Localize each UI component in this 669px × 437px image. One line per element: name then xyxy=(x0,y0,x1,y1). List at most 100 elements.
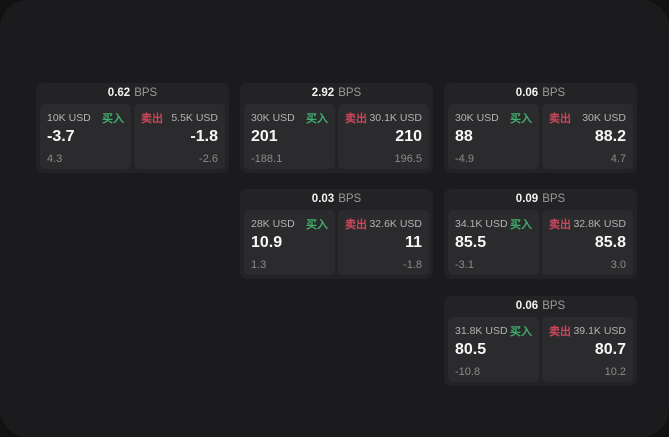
sell-panel[interactable]: 卖出 32.6K USD 11 -1.8 xyxy=(338,210,429,275)
sell-panel[interactable]: 卖出 30.1K USD 210 196.5 xyxy=(338,104,429,169)
sell-change: 4.7 xyxy=(610,152,626,165)
buy-tag: 买入 xyxy=(510,113,532,125)
buy-panel-header: 30K USD 买入 xyxy=(251,110,328,126)
buy-panel[interactable]: 31.8K USD 买入 80.5 -10.8 xyxy=(448,317,539,382)
card-panels: 34.1K USD 买入 85.5 -3.1 卖出 32.8K USD 85.8… xyxy=(444,210,637,279)
sell-price: -1.8 xyxy=(190,128,218,145)
bps-value: 0.03 xyxy=(311,193,335,205)
buy-price: 85.5 xyxy=(455,234,487,251)
sell-tag: 卖出 xyxy=(345,219,367,231)
sell-tag: 卖出 xyxy=(549,113,571,125)
sell-amount-label: 32.8K USD xyxy=(573,218,626,230)
card-header: 0.62 BPS xyxy=(36,83,229,104)
buy-panel[interactable]: 30K USD 买入 88 -4.9 xyxy=(448,104,539,169)
sell-change: -2.6 xyxy=(199,152,218,165)
card-panels: 28K USD 买入 10.9 1.3 卖出 32.6K USD 11 -1.8 xyxy=(240,210,433,279)
price-card: 0.06 BPS 30K USD 买入 88 -4.9 卖出 30K USD 8… xyxy=(444,83,637,173)
sell-change: 196.5 xyxy=(394,152,422,165)
buy-tag: 买入 xyxy=(306,219,328,231)
bps-unit: BPS xyxy=(134,87,158,99)
buy-price: 201 xyxy=(251,128,278,145)
bps-unit: BPS xyxy=(542,193,566,205)
buy-amount-label: 30K USD xyxy=(455,112,499,124)
price-card: 0.09 BPS 34.1K USD 买入 85.5 -3.1 卖出 32.8K… xyxy=(444,189,637,279)
sell-panel[interactable]: 卖出 39.1K USD 80.7 10.2 xyxy=(542,317,633,382)
card-panels: 30K USD 买入 201 -188.1 卖出 30.1K USD 210 1… xyxy=(240,104,433,173)
buy-panel-header: 28K USD 买入 xyxy=(251,216,328,232)
buy-panel[interactable]: 30K USD 买入 201 -188.1 xyxy=(244,104,335,169)
buy-tag: 买入 xyxy=(306,113,328,125)
buy-change: -4.9 xyxy=(455,152,474,165)
card-panels: 31.8K USD 买入 80.5 -10.8 卖出 39.1K USD 80.… xyxy=(444,317,637,386)
bps-value: 0.62 xyxy=(107,87,131,99)
buy-price: 10.9 xyxy=(251,234,283,251)
buy-change: 1.3 xyxy=(251,258,267,271)
sell-tag: 卖出 xyxy=(345,113,367,125)
buy-price: 88 xyxy=(455,128,473,145)
bps-unit: BPS xyxy=(542,300,566,312)
buy-amount-label: 28K USD xyxy=(251,218,295,230)
buy-panel[interactable]: 28K USD 买入 10.9 1.3 xyxy=(244,210,335,275)
buy-tag: 买入 xyxy=(102,113,124,125)
buy-tag: 买入 xyxy=(510,326,532,338)
sell-tag: 卖出 xyxy=(141,113,163,125)
price-card: 2.92 BPS 30K USD 买入 201 -188.1 卖出 30.1K … xyxy=(240,83,433,173)
card-panels: 30K USD 买入 88 -4.9 卖出 30K USD 88.2 4.7 xyxy=(444,104,637,173)
bps-unit: BPS xyxy=(338,87,362,99)
buy-panel-header: 30K USD 买入 xyxy=(455,110,532,126)
buy-panel-header: 34.1K USD 买入 xyxy=(455,216,532,232)
sell-change: 3.0 xyxy=(610,258,626,271)
sell-price: 11 xyxy=(405,234,422,251)
price-card: 0.06 BPS 31.8K USD 买入 80.5 -10.8 卖出 39.1… xyxy=(444,296,637,386)
bps-value: 0.06 xyxy=(515,87,539,99)
buy-price: -3.7 xyxy=(47,128,75,145)
sell-change: 10.2 xyxy=(604,365,626,378)
sell-price: 210 xyxy=(395,128,422,145)
buy-amount-label: 10K USD xyxy=(47,112,91,124)
buy-price: 80.5 xyxy=(455,341,487,358)
card-panels: 10K USD 买入 -3.7 4.3 卖出 5.5K USD -1.8 -2.… xyxy=(36,104,229,173)
buy-amount-label: 31.8K USD xyxy=(455,325,508,337)
sell-panel-header: 卖出 32.6K USD xyxy=(345,216,422,232)
sell-panel-header: 卖出 39.1K USD xyxy=(549,323,626,339)
sell-panel-header: 卖出 30K USD xyxy=(549,110,626,126)
sell-amount-label: 39.1K USD xyxy=(573,325,626,337)
sell-change: -1.8 xyxy=(403,258,422,271)
bps-value: 2.92 xyxy=(311,87,335,99)
sell-panel[interactable]: 卖出 32.8K USD 85.8 3.0 xyxy=(542,210,633,275)
sell-panel[interactable]: 卖出 5.5K USD -1.8 -2.6 xyxy=(134,104,225,169)
buy-panel[interactable]: 10K USD 买入 -3.7 4.3 xyxy=(40,104,131,169)
buy-change: -10.8 xyxy=(455,365,481,378)
buy-panel-header: 10K USD 买入 xyxy=(47,110,124,126)
sell-amount-label: 5.5K USD xyxy=(171,112,218,124)
buy-amount-label: 34.1K USD xyxy=(455,218,508,230)
card-header: 0.06 BPS xyxy=(444,296,637,317)
sell-panel-header: 卖出 32.8K USD xyxy=(549,216,626,232)
bps-unit: BPS xyxy=(542,87,566,99)
bps-unit: BPS xyxy=(338,193,362,205)
sell-price: 85.8 xyxy=(594,234,626,251)
buy-panel[interactable]: 34.1K USD 买入 85.5 -3.1 xyxy=(448,210,539,275)
buy-amount-label: 30K USD xyxy=(251,112,295,124)
buy-change: 4.3 xyxy=(47,152,63,165)
sell-tag: 卖出 xyxy=(549,326,571,338)
bps-value: 0.06 xyxy=(515,300,539,312)
sell-tag: 卖出 xyxy=(549,219,571,231)
buy-panel-header: 31.8K USD 买入 xyxy=(455,323,532,339)
sell-price: 80.7 xyxy=(594,341,626,358)
card-header: 0.09 BPS xyxy=(444,189,637,210)
buy-tag: 买入 xyxy=(510,219,532,231)
price-card: 0.03 BPS 28K USD 买入 10.9 1.3 卖出 32.6K US… xyxy=(240,189,433,279)
card-header: 2.92 BPS xyxy=(240,83,433,104)
buy-change: -188.1 xyxy=(251,152,283,165)
card-header: 0.06 BPS xyxy=(444,83,637,104)
sell-panel-header: 卖出 5.5K USD xyxy=(141,110,218,126)
sell-amount-label: 30K USD xyxy=(582,112,626,124)
sell-amount-label: 30.1K USD xyxy=(369,112,422,124)
sell-panel[interactable]: 卖出 30K USD 88.2 4.7 xyxy=(542,104,633,169)
sell-panel-header: 卖出 30.1K USD xyxy=(345,110,422,126)
price-card: 0.62 BPS 10K USD 买入 -3.7 4.3 卖出 5.5K USD… xyxy=(36,83,229,173)
card-header: 0.03 BPS xyxy=(240,189,433,210)
sell-amount-label: 32.6K USD xyxy=(369,218,422,230)
